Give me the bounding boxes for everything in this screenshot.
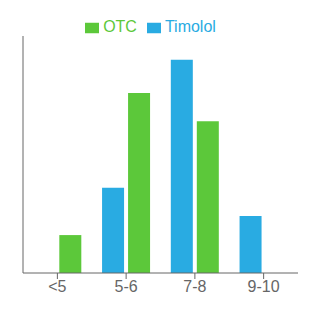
svg-text:9-10: 9-10 <box>248 278 280 295</box>
html-text:Timolol: Timolol <box>164 18 216 35</box>
html-text:OTC: OTC <box>103 18 137 35</box>
svg-text:7-8: 7-8 <box>183 278 206 295</box>
svg-text:5-6: 5-6 <box>115 278 138 295</box>
svg-text:<5: <5 <box>48 278 66 295</box>
